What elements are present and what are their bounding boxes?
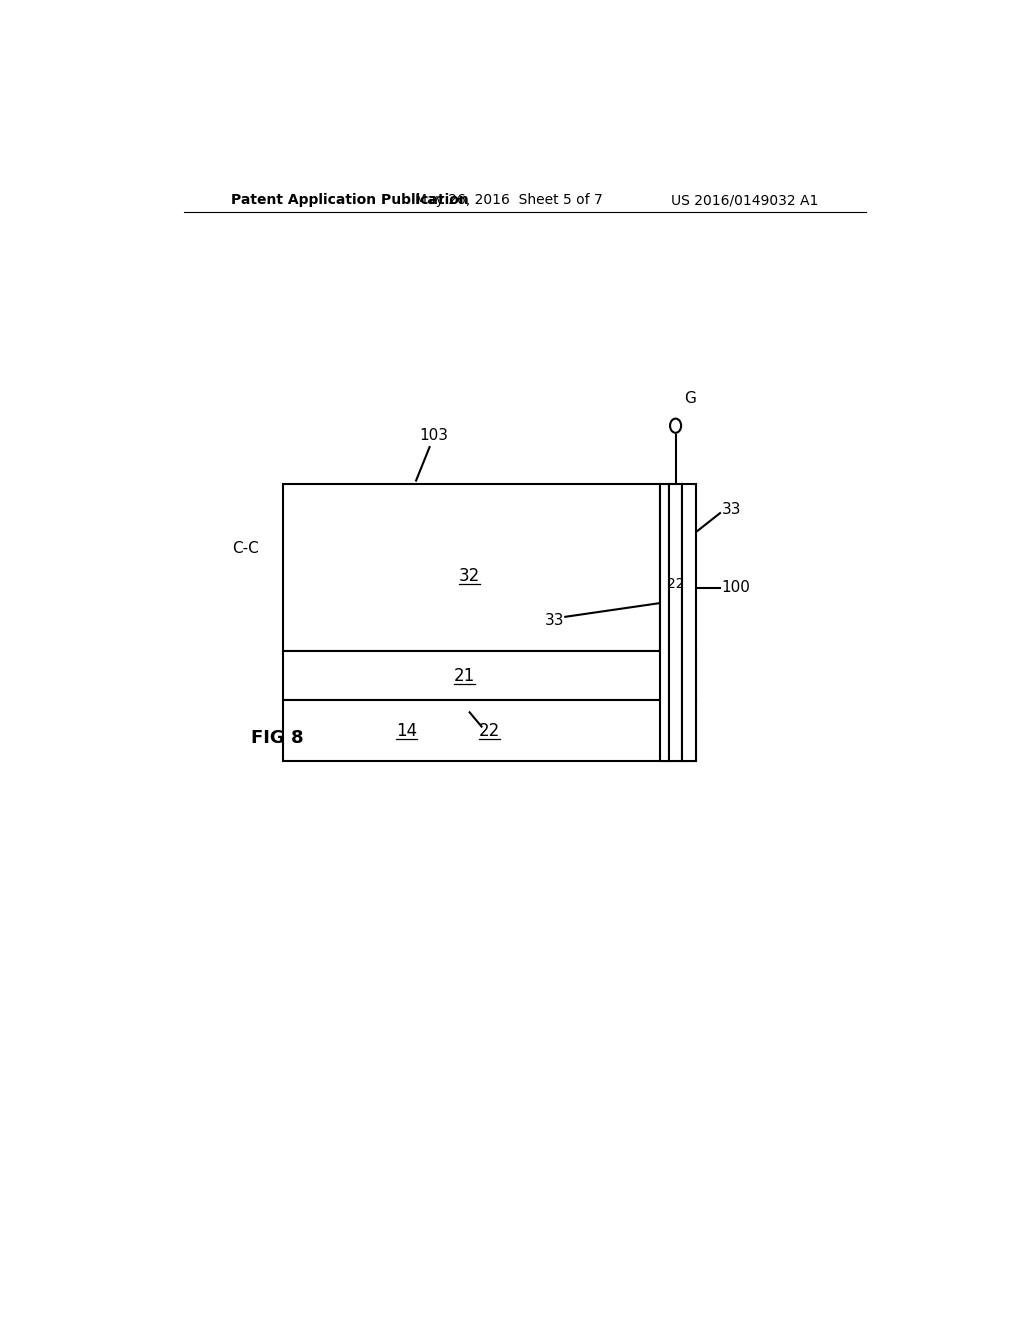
Bar (283, 651, 696, 700)
Text: 22: 22 (479, 722, 500, 739)
Bar (670, 483, 682, 762)
Text: 33: 33 (545, 614, 564, 628)
Bar (682, 483, 696, 762)
Bar (283, 700, 696, 762)
Text: C-C: C-C (232, 541, 259, 556)
Text: May 26, 2016  Sheet 5 of 7: May 26, 2016 Sheet 5 of 7 (415, 193, 603, 207)
Text: 100: 100 (722, 579, 751, 595)
Text: 21: 21 (454, 667, 475, 685)
Bar (283, 483, 659, 651)
Text: 32: 32 (459, 566, 480, 585)
Text: 22: 22 (667, 577, 684, 591)
Text: 33: 33 (722, 502, 741, 516)
Text: US 2016/0149032 A1: US 2016/0149032 A1 (671, 193, 818, 207)
Text: 14: 14 (396, 722, 418, 739)
Bar (659, 483, 670, 762)
Text: FIG 8: FIG 8 (251, 729, 304, 747)
Text: Patent Application Publication: Patent Application Publication (231, 193, 469, 207)
Text: G: G (684, 392, 695, 407)
Text: 103: 103 (419, 428, 449, 444)
